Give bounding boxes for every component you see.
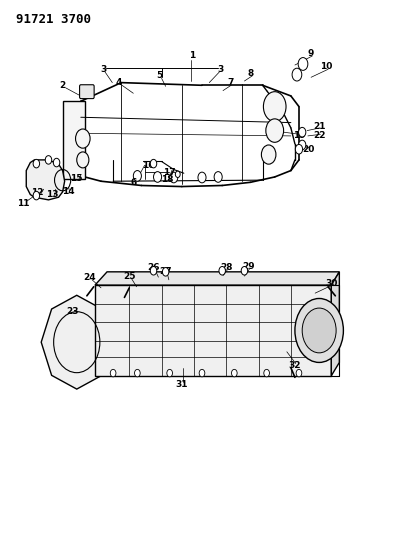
Text: 14: 14 (62, 188, 75, 196)
Circle shape (302, 308, 336, 353)
Circle shape (33, 159, 40, 168)
Circle shape (214, 172, 222, 182)
Circle shape (299, 127, 306, 137)
FancyBboxPatch shape (63, 101, 85, 179)
Text: 6: 6 (130, 178, 137, 187)
Circle shape (299, 140, 306, 150)
Polygon shape (41, 295, 112, 389)
Text: 29: 29 (242, 262, 255, 271)
Text: 3: 3 (217, 65, 223, 74)
Circle shape (264, 369, 269, 377)
Text: 32: 32 (289, 361, 301, 369)
Text: 28: 28 (220, 263, 232, 272)
Polygon shape (331, 272, 339, 376)
Circle shape (198, 172, 206, 183)
Text: 11: 11 (17, 199, 29, 208)
Circle shape (295, 144, 303, 154)
Text: 5: 5 (156, 71, 163, 80)
Circle shape (110, 369, 116, 377)
Text: 16: 16 (143, 161, 155, 169)
Text: 8: 8 (247, 69, 254, 78)
Circle shape (241, 266, 248, 275)
Circle shape (53, 158, 60, 167)
Text: 15: 15 (71, 174, 83, 183)
Circle shape (296, 369, 302, 377)
Text: 20: 20 (302, 145, 314, 154)
Circle shape (170, 172, 178, 183)
Circle shape (231, 369, 237, 377)
Text: 22: 22 (314, 132, 326, 140)
Circle shape (295, 298, 343, 362)
Circle shape (133, 171, 141, 181)
Text: 7: 7 (227, 78, 234, 87)
Text: 31: 31 (176, 381, 188, 389)
Text: 19: 19 (292, 132, 305, 140)
Text: 12: 12 (31, 189, 43, 197)
Circle shape (154, 172, 162, 182)
Text: 10: 10 (320, 62, 332, 71)
Circle shape (219, 266, 225, 275)
Circle shape (167, 369, 173, 377)
Circle shape (263, 92, 286, 122)
Text: 24: 24 (83, 273, 96, 281)
Text: 4: 4 (116, 78, 122, 87)
Circle shape (261, 145, 276, 164)
Text: 30: 30 (325, 279, 337, 288)
Circle shape (298, 58, 308, 70)
Text: 21: 21 (314, 123, 326, 131)
Text: 2: 2 (59, 81, 66, 90)
Text: 25: 25 (123, 272, 135, 280)
Circle shape (292, 68, 302, 81)
Circle shape (150, 159, 157, 168)
Text: 27: 27 (159, 268, 172, 276)
Circle shape (76, 129, 90, 148)
Text: 1: 1 (189, 52, 195, 60)
Polygon shape (26, 160, 65, 200)
Text: 26: 26 (147, 263, 160, 272)
FancyBboxPatch shape (80, 85, 94, 99)
Circle shape (162, 268, 169, 276)
Circle shape (33, 191, 40, 200)
Polygon shape (95, 285, 331, 376)
Circle shape (135, 369, 140, 377)
Circle shape (150, 266, 157, 275)
Text: 91721 3700: 91721 3700 (16, 13, 91, 26)
Text: 13: 13 (46, 190, 59, 199)
Circle shape (45, 156, 52, 164)
Circle shape (175, 171, 180, 177)
Text: 23: 23 (67, 308, 79, 316)
Text: 18: 18 (162, 175, 174, 184)
Circle shape (199, 369, 205, 377)
Text: 9: 9 (308, 49, 314, 58)
Circle shape (77, 152, 89, 168)
Circle shape (266, 119, 284, 142)
Text: 3: 3 (100, 65, 106, 74)
Polygon shape (95, 272, 339, 285)
Text: 17: 17 (163, 168, 176, 176)
